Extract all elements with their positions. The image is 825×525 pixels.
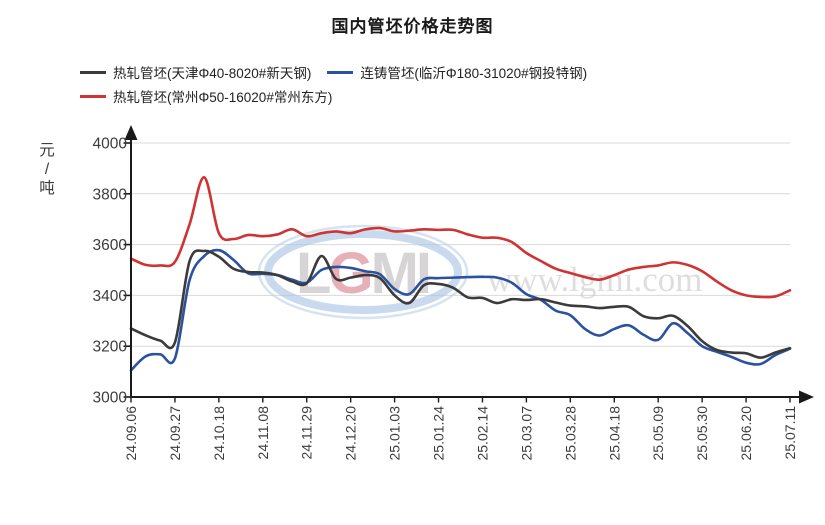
x-tick-label: 25.06.20 — [738, 406, 754, 461]
series-lines — [129, 175, 792, 372]
gridlines — [131, 142, 790, 347]
legend-label-tianjin: 热轧管坯(天津Φ40-8020#新天钢) — [113, 66, 312, 81]
watermark-logo-text: LGMI — [296, 241, 429, 306]
x-tick-label: 25.03.07 — [518, 406, 534, 461]
legend-label-linyi: 连铸管坯(临沂Φ180-31020#钢投特钢) — [360, 66, 588, 81]
y-tick-label: 3800 — [93, 186, 128, 203]
x-tick-label: 24.09.27 — [167, 406, 183, 461]
legend-swatch-tianjin — [80, 70, 106, 74]
x-tick-label: 24.11.29 — [299, 406, 315, 460]
x-tick-label: 25.04.18 — [606, 406, 622, 461]
x-tick-label: 25.01.03 — [387, 406, 403, 461]
series-linyi-line — [129, 248, 792, 372]
x-tick-label: 25.02.14 — [474, 406, 490, 461]
x-tick-label: 25.03.28 — [562, 406, 578, 461]
x-tick-label: 24.10.18 — [211, 406, 227, 461]
y-tick-label: 3600 — [93, 237, 128, 254]
x-tick-label: 25.05.09 — [650, 406, 666, 461]
x-tick-label: 24.09.06 — [123, 406, 139, 461]
chart-legend: 热轧管坯(天津Φ40-8020#新天钢) 连铸管坯(临沂Φ180-31020#钢… — [80, 60, 800, 108]
watermark: LGMI www.lgmi.com — [257, 224, 703, 320]
legend-row-1: 热轧管坯(天津Φ40-8020#新天钢) 连铸管坯(临沂Φ180-31020#钢… — [80, 60, 800, 84]
legend-label-changzhou: 热轧管坯(常州Φ50-16020#常州东方) — [113, 90, 333, 105]
legend-item-changzhou: 热轧管坯(常州Φ50-16020#常州东方) — [80, 86, 332, 106]
chart-title: 国内管坯价格走势图 — [331, 17, 494, 36]
y-tick-label: 3000 — [93, 390, 128, 407]
legend-row-2: 热轧管坯(常州Φ50-16020#常州东方) — [80, 84, 800, 108]
y-tick-label: 3400 — [93, 288, 128, 305]
legend-swatch-changzhou — [80, 94, 106, 98]
series-changzhou-line — [129, 175, 792, 299]
x-tick-label: 25.07.11 — [782, 406, 798, 460]
y-tick-label: 4000 — [93, 136, 128, 153]
x-tick-label: 24.11.08 — [255, 406, 271, 460]
x-axis-arrow — [799, 390, 814, 404]
axes — [123, 125, 814, 404]
legend-item-tianjin: 热轧管坯(天津Φ40-8020#新天钢) — [80, 62, 311, 82]
y-tick-label: 3200 — [93, 339, 128, 356]
x-tick-label: 24.12.20 — [343, 406, 359, 461]
legend-item-linyi: 连铸管坯(临沂Φ180-31020#钢投特钢) — [327, 62, 587, 82]
legend-swatch-linyi — [327, 70, 354, 74]
x-tick-label: 25.01.24 — [431, 406, 447, 461]
x-tick-label: 25.05.30 — [694, 406, 710, 461]
y-axis-arrow — [124, 125, 138, 140]
y-axis-unit-label: 元 / 吨 — [39, 142, 55, 197]
series-tianjin-line — [129, 249, 792, 359]
